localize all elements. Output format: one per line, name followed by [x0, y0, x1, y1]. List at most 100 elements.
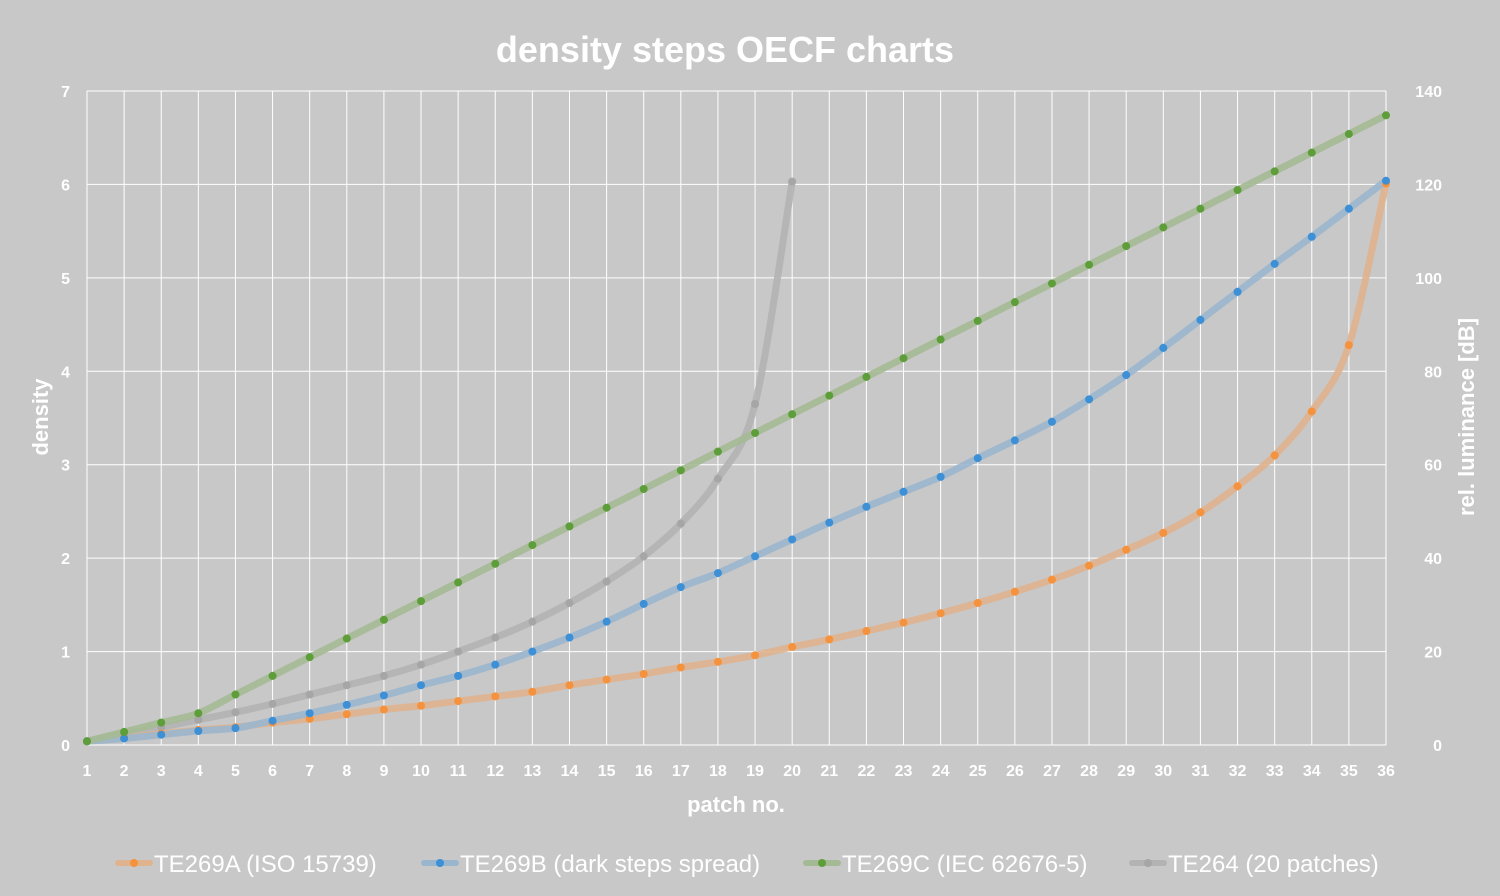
- x-tick-label: 20: [783, 763, 801, 780]
- legend-label: TE264 (20 patches): [1168, 851, 1379, 878]
- x-tick-label: 28: [1080, 763, 1098, 780]
- y2-tick-label: 40: [1424, 551, 1442, 568]
- data-point: [1047, 417, 1056, 426]
- x-tick-label: 6: [268, 763, 277, 780]
- data-point: [379, 615, 388, 624]
- data-point: [268, 699, 277, 708]
- data-point: [788, 410, 797, 419]
- data-point: [676, 663, 685, 672]
- y2-tick-label: 100: [1415, 271, 1442, 288]
- x-tick-label: 4: [194, 763, 203, 780]
- data-point: [1085, 260, 1094, 269]
- data-point: [1159, 343, 1168, 352]
- data-point: [268, 716, 277, 725]
- legend-label: TE269C (IEC 62676-5): [842, 851, 1087, 878]
- chart-title: density steps OECF charts: [496, 29, 954, 70]
- data-point: [1047, 279, 1056, 288]
- y2-tick-label: 80: [1424, 364, 1442, 381]
- data-point: [1270, 259, 1279, 268]
- y2-tick-label: 120: [1415, 177, 1442, 194]
- y2-tick-label: 20: [1424, 645, 1442, 662]
- data-point: [973, 598, 982, 607]
- x-tick-label: 23: [895, 763, 913, 780]
- data-point: [1233, 287, 1242, 296]
- data-point: [639, 552, 648, 561]
- data-point: [713, 657, 722, 666]
- x-tick-label: 18: [709, 763, 727, 780]
- data-point: [862, 502, 871, 511]
- data-point: [676, 519, 685, 528]
- data-point: [1307, 148, 1316, 157]
- y-tick-label: 0: [61, 738, 70, 755]
- y-tick-label: 6: [61, 177, 70, 194]
- data-point: [751, 552, 760, 561]
- data-point: [1122, 371, 1131, 380]
- data-point: [751, 399, 760, 408]
- data-point: [899, 354, 908, 363]
- data-point: [417, 660, 426, 669]
- data-point: [454, 647, 463, 656]
- x-tick-label: 19: [746, 763, 764, 780]
- data-point: [1270, 451, 1279, 460]
- x-tick-label: 33: [1266, 763, 1284, 780]
- data-point: [1010, 298, 1019, 307]
- data-point: [788, 535, 797, 544]
- data-point: [565, 522, 574, 531]
- data-point: [1196, 204, 1205, 213]
- data-point: [417, 701, 426, 710]
- data-point: [1047, 575, 1056, 584]
- data-point: [565, 633, 574, 642]
- data-point: [83, 737, 91, 746]
- data-point: [342, 710, 351, 719]
- y-tick-label: 4: [61, 364, 70, 381]
- x-tick-label: 22: [858, 763, 876, 780]
- data-point: [1233, 482, 1242, 491]
- data-point: [1010, 436, 1019, 445]
- data-point: [231, 724, 240, 733]
- x-tick-label: 12: [486, 763, 504, 780]
- x-tick-label: 27: [1043, 763, 1061, 780]
- data-point: [936, 335, 945, 344]
- data-point: [899, 618, 908, 627]
- data-point: [1307, 232, 1316, 241]
- data-point: [379, 705, 388, 714]
- data-point: [825, 635, 834, 644]
- data-point: [1010, 587, 1019, 596]
- x-tick-label: 34: [1303, 763, 1321, 780]
- data-point: [231, 690, 240, 699]
- x-tick-label: 30: [1154, 763, 1172, 780]
- x-tick-label: 9: [379, 763, 388, 780]
- data-point: [491, 559, 500, 568]
- data-point: [1085, 561, 1094, 570]
- x-tick-label: 17: [672, 763, 690, 780]
- data-point: [602, 503, 611, 512]
- grid-layer: [86, 90, 1387, 746]
- data-point: [417, 681, 426, 690]
- data-point: [379, 671, 388, 680]
- y2-tick-label: 140: [1415, 84, 1442, 101]
- data-point: [1344, 341, 1353, 350]
- data-point: [120, 734, 129, 743]
- x-tick-label: 31: [1192, 763, 1210, 780]
- data-point: [862, 627, 871, 636]
- x-tick-label: 21: [820, 763, 838, 780]
- data-point: [305, 690, 314, 699]
- x-tick-label: 11: [450, 763, 467, 780]
- data-point: [1382, 111, 1390, 120]
- data-point: [305, 653, 314, 662]
- data-point: [305, 709, 314, 718]
- data-point: [491, 660, 500, 669]
- data-point: [788, 177, 797, 186]
- data-point: [342, 681, 351, 690]
- data-point: [639, 485, 648, 494]
- data-point: [1233, 186, 1242, 195]
- data-point: [194, 726, 203, 735]
- axis-layer: 1 2 3 4 5 6 7 8 9 10 11 12 13 14 15 16 17 18 19 20 21 22 23 24 2…: [61, 84, 1442, 780]
- data-point: [899, 487, 908, 496]
- data-point: [342, 700, 351, 709]
- legend-swatch-marker: [436, 859, 444, 867]
- y2-axis-title: rel. luminance [dB]: [1454, 318, 1479, 516]
- data-point: [342, 634, 351, 643]
